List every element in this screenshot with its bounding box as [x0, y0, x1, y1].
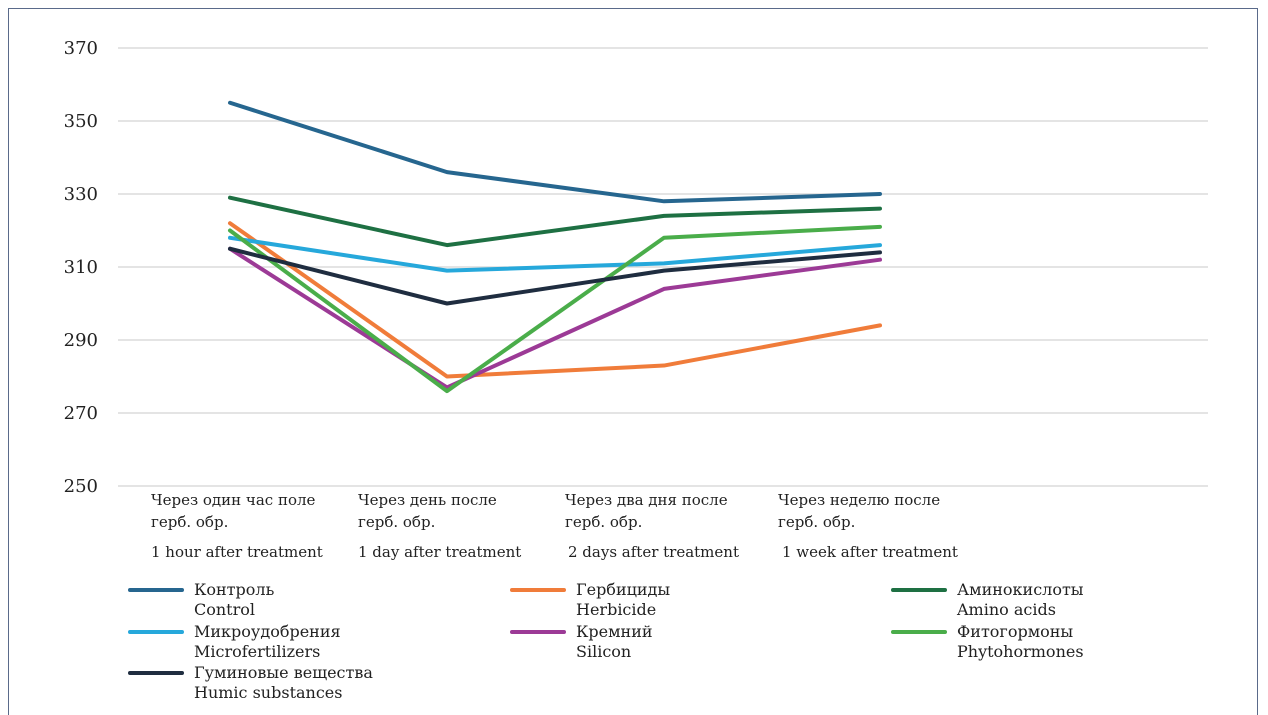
series-line: [228, 246, 882, 306]
legend-label: Кремний: [576, 622, 653, 641]
y-axis-ticks: 250 270 290 310 330 350 370: [64, 38, 98, 497]
series-line: [228, 100, 882, 204]
legend-label: Контроль: [194, 580, 275, 599]
y-tick-label: 310: [64, 257, 98, 278]
series-lines: [228, 100, 882, 394]
x-category-label-en: 2 days after treatment: [568, 543, 739, 561]
y-tick-label: 370: [64, 38, 98, 59]
legend-label-en: Silicon: [576, 642, 631, 661]
x-category-label-en: 1 hour after treatment: [151, 543, 323, 561]
series-line: [228, 235, 882, 273]
x-category-label: Через два дня после: [565, 491, 728, 509]
legend-label: Фитогормоны: [957, 622, 1073, 641]
y-tick-label: 290: [64, 330, 98, 351]
legend-label: Гуминовые вещества: [194, 663, 373, 682]
x-category-label: Через день после: [358, 491, 497, 509]
legend-label-en: Amino acids: [956, 600, 1056, 619]
series-line: [228, 195, 882, 248]
legend-label-en: Control: [194, 600, 255, 619]
legend-label: Гербициды: [576, 580, 670, 599]
x-category-label: Через неделю после: [778, 491, 940, 509]
legend-label-en: Microfertilizers: [194, 642, 320, 661]
series-line: [228, 246, 882, 390]
legend-label: Микроудобрения: [194, 622, 341, 641]
y-tick-label: 350: [64, 111, 98, 132]
y-tick-label: 270: [64, 403, 98, 424]
series-line: [228, 224, 882, 394]
y-tick-label: 330: [64, 184, 98, 205]
x-category-label: Через один час поле: [151, 491, 316, 509]
x-category-label: герб. обр.: [778, 513, 855, 531]
y-tick-label: 250: [64, 476, 98, 497]
legend-label-en: Phytohormones: [957, 642, 1084, 661]
x-category-label: герб. обр.: [151, 513, 228, 531]
legend-label: Аминокислоты: [957, 580, 1084, 599]
x-axis-categories: Через один час поле герб. обр. 1 hour afte…: [151, 491, 958, 561]
x-category-label-en: 1 day after treatment: [358, 543, 521, 561]
legend-label-en: Herbicide: [576, 600, 656, 619]
legend-label-en: Humic substances: [194, 683, 342, 702]
x-category-label: герб. обр.: [565, 513, 642, 531]
series-line: [228, 221, 882, 379]
chart-frame: [8, 8, 1258, 715]
x-category-label: герб. обр.: [358, 513, 435, 531]
x-category-label-en: 1 week after treatment: [782, 543, 958, 561]
